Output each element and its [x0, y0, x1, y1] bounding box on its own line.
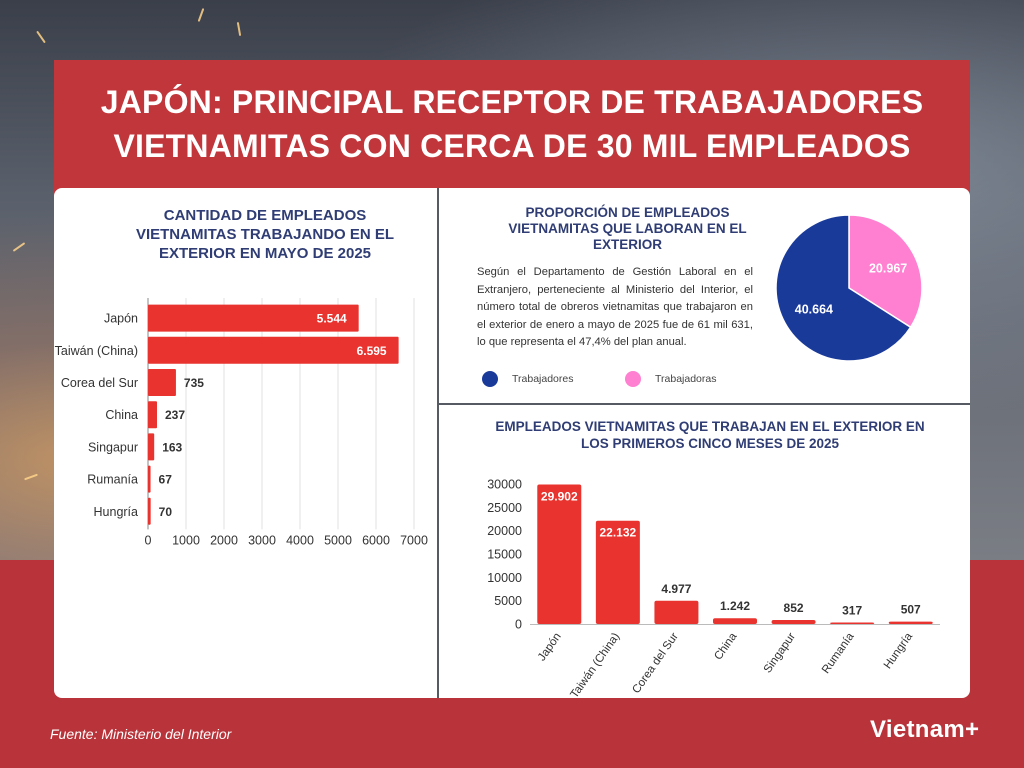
slice-label: 20.967 [869, 262, 907, 276]
data-label: 67 [159, 473, 173, 487]
page-title: JAPÓN: PRINCIPAL RECEPTOR DE TRABAJADORE… [100, 84, 924, 164]
data-label: 1.242 [720, 599, 750, 613]
x-tick-label: Japón [536, 631, 564, 664]
data-label: 70 [159, 505, 173, 519]
data-label: 6.595 [357, 344, 387, 358]
y-tick-label: 30000 [487, 478, 522, 492]
y-tick-label: 25000 [487, 501, 522, 515]
pie-slice [775, 214, 912, 362]
legend-swatch [625, 371, 641, 387]
x-tick-label: 4000 [286, 533, 314, 547]
data-label: 163 [162, 440, 182, 454]
bar [148, 497, 151, 525]
x-tick-label: Corea del Sur [630, 631, 681, 696]
x-tick-label: 2000 [210, 533, 238, 547]
x-tick-label: Rumanía [820, 630, 857, 676]
divider-horizontal [439, 403, 970, 405]
data-label: 735 [184, 376, 204, 390]
data-label: 22.132 [600, 526, 637, 540]
bar [148, 465, 151, 493]
data-label: 5.544 [317, 312, 347, 326]
bar [830, 622, 875, 624]
x-tick-label: 5000 [324, 533, 352, 547]
bar [148, 304, 359, 332]
bar [148, 336, 399, 364]
y-tick-label: Taiwán (China) [55, 344, 138, 358]
bar [713, 618, 757, 624]
y-tick-label: 0 [515, 618, 522, 632]
x-tick-label: 3000 [248, 533, 276, 547]
data-label: 237 [165, 408, 185, 422]
bar [595, 520, 640, 624]
data-label: 507 [901, 603, 921, 617]
data-label: 852 [784, 601, 804, 615]
x-tick-label: China [712, 630, 739, 662]
hbar-chart-title: CANTIDAD DE EMPLEADOS VIETNAMITAS TRABAJ… [135, 207, 395, 262]
bar [148, 369, 176, 396]
legend-label: Trabajadores [512, 373, 574, 385]
y-tick-label: Singapur [88, 440, 138, 454]
data-label: 4.977 [661, 582, 691, 596]
y-tick-label: 20000 [487, 524, 522, 538]
bar [148, 401, 158, 429]
x-tick-label: Taiwán (China) [568, 631, 622, 701]
data-label: 317 [842, 604, 862, 618]
legend-item-trabajadores: Trabajadores [482, 371, 573, 387]
slice-label: 40.664 [795, 302, 833, 316]
data-label: 29.902 [541, 489, 578, 503]
legend-swatch [482, 371, 498, 387]
source-caption: Fuente: Ministerio del Interior [50, 726, 232, 742]
x-tick-label: 7000 [400, 533, 428, 547]
divider-vertical [437, 188, 439, 698]
pie-chart-title: PROPORCIÓN DE EMPLEADOS VIETNAMITAS QUE … [508, 205, 747, 252]
y-tick-label: 15000 [487, 548, 522, 562]
x-tick-label: 6000 [362, 533, 390, 547]
x-tick-label: 0 [145, 533, 152, 547]
bar [148, 433, 155, 461]
x-tick-label: Hungría [882, 630, 916, 671]
y-tick-label: Hungría [94, 505, 139, 519]
legend-item-trabajadoras: Trabajadoras [625, 371, 716, 387]
legend-label: Trabajadoras [655, 373, 717, 385]
bar [888, 621, 933, 624]
y-tick-label: 5000 [494, 594, 522, 608]
x-tick-label: Singapur [762, 631, 798, 676]
vietnamplus-logo: Vietnam+ [870, 716, 980, 743]
x-tick-label: 1000 [172, 533, 200, 547]
bar [537, 484, 582, 624]
y-tick-label: Rumanía [87, 473, 138, 487]
y-tick-label: Corea del Sur [61, 376, 138, 390]
vbar-chart-title: EMPLEADOS VIETNAMITAS QUE TRABAJAN EN EL… [495, 419, 925, 451]
bar [654, 600, 699, 624]
y-tick-label: Japón [104, 312, 138, 326]
description-text: Según el Departamento de Gestión Laboral… [477, 266, 753, 348]
bar [771, 620, 816, 624]
y-tick-label: China [105, 408, 138, 422]
y-tick-label: 10000 [487, 571, 522, 585]
